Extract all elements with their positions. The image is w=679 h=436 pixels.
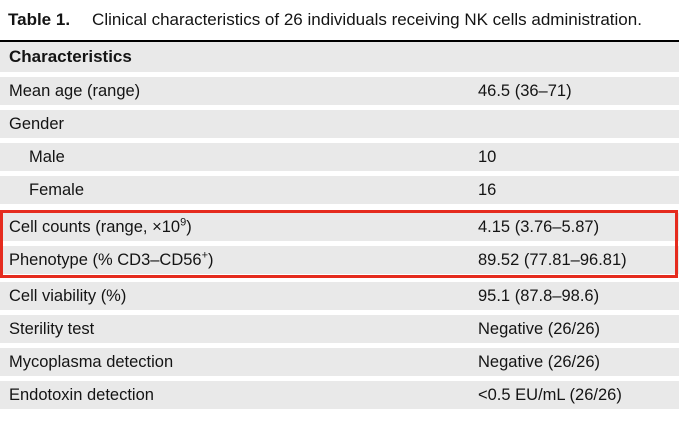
- row-label: Sterility test: [9, 320, 95, 338]
- row-value: Negative (26/26): [478, 320, 600, 338]
- table-row-endotoxin-detection: Endotoxin detection <0.5 EU/mL (26/26): [0, 381, 679, 409]
- row-label: Phenotype (% CD3–CD56+): [0, 246, 478, 274]
- row-label: Male: [29, 148, 65, 166]
- row-label-text: Phenotype (% CD3–CD56: [9, 251, 202, 269]
- table-row-sterility-test: Sterility test Negative (26/26): [0, 315, 679, 343]
- table-header-row: Characteristics: [0, 42, 679, 72]
- highlighted-rows-group: Cell counts (range, ×109) 4.15 (3.76–5.8…: [0, 210, 679, 278]
- row-label: Endotoxin detection: [9, 386, 154, 404]
- row-label-text: ): [208, 251, 214, 269]
- row-value: 89.52 (77.81–96.81): [478, 251, 627, 269]
- table-row-male: Male 10: [0, 143, 679, 171]
- row-label: Gender: [9, 115, 65, 133]
- table-row-gender: Gender: [0, 110, 679, 138]
- table-caption: Clinical characteristics of 26 individua…: [92, 10, 642, 29]
- row-value: 46.5 (36–71): [478, 82, 572, 100]
- row-label-text: Cell counts (range, ×10: [9, 218, 181, 236]
- table-row-cell-counts: Cell counts (range, ×109) 4.15 (3.76–5.8…: [0, 213, 679, 241]
- row-label: Female: [29, 181, 85, 199]
- column-header-characteristics: Characteristics: [9, 47, 132, 66]
- table-title: Table 1. Clinical characteristics of 26 i…: [0, 0, 679, 33]
- table-row-phenotype: Phenotype (% CD3–CD56+) 89.52 (77.81–96.…: [0, 246, 679, 274]
- row-value: 16: [478, 181, 497, 199]
- row-label-text: ): [186, 218, 192, 236]
- row-label: Cell viability (%): [9, 287, 127, 305]
- table-row-female: Female 16: [0, 176, 679, 204]
- row-value: Negative (26/26): [478, 353, 600, 371]
- table-number: Table 1.: [8, 10, 71, 29]
- row-value: <0.5 EU/mL (26/26): [478, 386, 622, 404]
- row-value: 10: [478, 148, 497, 166]
- clinical-characteristics-table: Characteristics Mean age (range) 46.5 (3…: [0, 40, 679, 409]
- superscript: +: [201, 249, 209, 262]
- superscript: 9: [180, 216, 187, 229]
- row-value: 95.1 (87.8–98.6): [478, 287, 600, 305]
- row-label: Cell counts (range, ×109): [0, 213, 478, 241]
- table-row-cell-viability: Cell viability (%) 95.1 (87.8–98.6): [0, 282, 679, 310]
- row-label: Mean age (range): [9, 82, 141, 100]
- row-value: 4.15 (3.76–5.87): [478, 218, 600, 236]
- table-row-mean-age: Mean age (range) 46.5 (36–71): [0, 77, 679, 105]
- table-row-mycoplasma-detection: Mycoplasma detection Negative (26/26): [0, 348, 679, 376]
- row-label: Mycoplasma detection: [9, 353, 174, 371]
- row-value: [478, 110, 679, 138]
